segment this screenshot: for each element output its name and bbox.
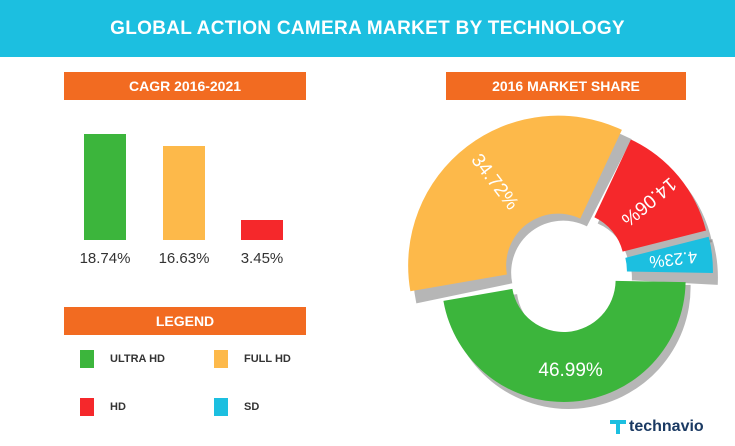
title-banner: GLOBAL ACTION CAMERA MARKET BY TECHNOLOG… <box>0 0 735 57</box>
pie-slice-full-hd <box>408 115 622 292</box>
legend-swatch-hd <box>80 398 94 416</box>
legend-item-full-hd: FULL HD <box>214 350 291 368</box>
cagr-value-label-ultra-hd: 18.74% <box>79 250 131 267</box>
pie-slice-hd <box>594 139 707 252</box>
technavio-logo: technavio <box>610 418 704 436</box>
legend-heading: LEGEND <box>64 307 306 335</box>
brand-name: technavio <box>629 418 704 435</box>
market-share-heading: 2016 MARKET SHARE <box>446 72 686 100</box>
legend-swatch-ultra-hd <box>80 350 94 368</box>
cagr-value-label-full-hd: 16.63% <box>158 250 210 267</box>
logo-mark-icon <box>610 420 626 434</box>
cagr-value-label-hd: 3.45% <box>240 250 284 267</box>
legend-swatch-full-hd <box>214 350 228 368</box>
pie-slice-sd <box>625 236 713 274</box>
cagr-bar-ultra-hd <box>84 134 126 240</box>
legend-item-ultra-hd: ULTRA HD <box>80 350 165 368</box>
legend-item-hd: HD <box>80 398 126 416</box>
cagr-bar-full-hd <box>163 146 205 240</box>
page-title: GLOBAL ACTION CAMERA MARKET BY TECHNOLOG… <box>110 17 625 39</box>
legend-label-hd: HD <box>110 401 126 413</box>
legend-label-ultra-hd: ULTRA HD <box>110 353 165 365</box>
legend-swatch-sd <box>214 398 228 416</box>
legend-label-full-hd: FULL HD <box>244 353 291 365</box>
legend-label-sd: SD <box>244 401 260 413</box>
legend-item-sd: SD <box>214 398 259 416</box>
market-share-pie-chart: 46.99%34.72% 14.06%4.23% <box>408 115 718 409</box>
pie-slice-ultra-hd <box>443 280 686 402</box>
cagr-heading: CAGR 2016-2021 <box>64 72 306 100</box>
cagr-bar-hd <box>241 220 283 240</box>
pie-label-ultra-hd: 46.99% <box>538 360 603 381</box>
